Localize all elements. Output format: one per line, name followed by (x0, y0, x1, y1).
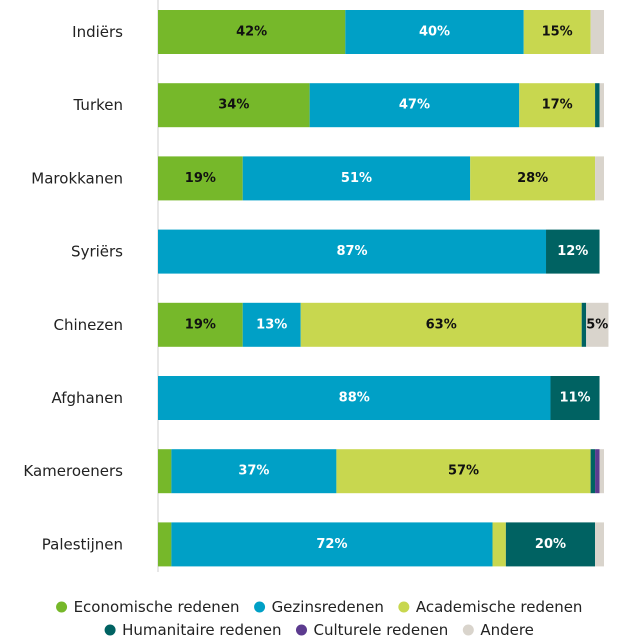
category-label: Palestijnen (42, 535, 123, 553)
bar-segment (242, 156, 471, 201)
bar-segment (599, 449, 604, 494)
legend-item: Gezinsredenen (254, 598, 384, 616)
bar-segment (336, 449, 591, 494)
bar-segment (158, 156, 243, 201)
bar-segment (599, 83, 604, 128)
legend-item: Academische redenen (398, 598, 582, 616)
bar-segment (581, 302, 587, 347)
value-label: 19% (185, 171, 216, 186)
bar-segment (550, 376, 600, 420)
value-label: 63% (426, 317, 457, 332)
legend-swatch (462, 624, 474, 636)
bar-segment (492, 522, 506, 567)
legend-label: Andere (480, 621, 534, 639)
legend-row: Humanitaire redenen Culturele redenen Ande… (104, 621, 534, 639)
bar-segment (158, 229, 547, 274)
bar-segment (523, 10, 591, 54)
legend-swatch (56, 601, 68, 613)
legend-swatch (295, 624, 307, 636)
bar-segment (546, 229, 600, 274)
bar-segment (595, 522, 604, 567)
bar-segment (345, 10, 524, 54)
value-label: 15% (542, 25, 573, 40)
value-label: 17% (542, 98, 573, 113)
bar-segment (586, 302, 609, 347)
legend-swatch (254, 601, 266, 613)
legend-label: Academische redenen (416, 598, 583, 616)
value-label: 28% (517, 171, 548, 186)
value-label: 19% (185, 317, 216, 332)
value-label: 5% (586, 317, 608, 332)
bar-segment (595, 156, 604, 201)
value-label: 12% (557, 244, 588, 259)
legend-label: Humanitaire redenen (122, 621, 281, 639)
value-label: 40% (419, 25, 450, 40)
bar-segment (242, 302, 301, 347)
category-label: Syriërs (71, 243, 123, 261)
legend-swatch (104, 624, 116, 636)
legend-swatch (398, 601, 410, 613)
bar-segment (158, 522, 172, 567)
bar-segment (595, 83, 600, 128)
legend-row: Economische redenen Gezinsredenen Academis… (56, 598, 582, 616)
category-label: Turken (73, 96, 123, 114)
legend-item: Economische redenen (56, 598, 240, 616)
bar-segment (470, 156, 596, 201)
bar-segment (158, 83, 310, 128)
legend-label: Economische redenen (74, 598, 240, 616)
value-label: 72% (316, 537, 347, 552)
value-label: 13% (256, 317, 287, 332)
legend-item: Culturele redenen (295, 621, 448, 639)
bar-segment (595, 449, 600, 494)
bar-segment (158, 449, 172, 494)
value-label: 11% (559, 391, 590, 406)
bar-segment (171, 449, 337, 494)
value-label: 88% (339, 391, 370, 406)
category-label: Marokkanen (31, 169, 123, 187)
value-label: 20% (535, 537, 566, 552)
bar-segment (300, 302, 582, 347)
value-label: 34% (218, 98, 249, 113)
bar-segment (519, 83, 596, 128)
value-label: 42% (236, 25, 267, 40)
bar-segment (171, 522, 493, 567)
value-label: 87% (336, 244, 367, 259)
value-label: 51% (341, 171, 372, 186)
legend-item: Andere (462, 621, 534, 639)
bar-segment (158, 376, 551, 420)
bar-segment (158, 302, 243, 347)
category-label: Afghanen (52, 389, 123, 407)
legend-item: Humanitaire redenen (104, 621, 281, 639)
bar-segment (309, 83, 520, 128)
bar-segment (590, 449, 596, 494)
value-label: 37% (238, 464, 269, 479)
bar-segment (590, 10, 604, 54)
bar-segment (505, 522, 596, 567)
legend-label: Culturele redenen (313, 621, 448, 639)
category-label: Chinezen (54, 316, 124, 334)
category-label: Kameroeners (23, 462, 123, 480)
category-label: Indiërs (72, 23, 123, 41)
value-label: 47% (399, 98, 430, 113)
legend-label: Gezinsredenen (272, 598, 384, 616)
bar-segment (158, 10, 346, 54)
value-label: 57% (448, 464, 479, 479)
